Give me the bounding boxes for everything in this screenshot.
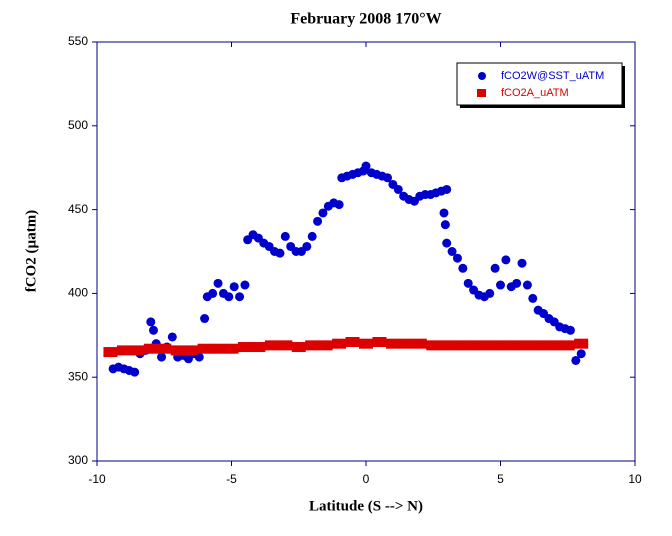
point bbox=[359, 338, 373, 349]
point bbox=[463, 278, 473, 288]
point bbox=[565, 325, 575, 335]
y-tick-label: 550 bbox=[68, 34, 88, 48]
point bbox=[237, 342, 252, 353]
point bbox=[291, 342, 306, 353]
point bbox=[197, 343, 212, 354]
point bbox=[439, 208, 449, 218]
point bbox=[116, 345, 131, 356]
point bbox=[447, 247, 457, 256]
y-tick-label: 300 bbox=[68, 453, 88, 467]
point bbox=[334, 200, 344, 210]
x-tick-label: 0 bbox=[363, 472, 370, 486]
point bbox=[157, 352, 167, 362]
point bbox=[453, 340, 468, 351]
x-tick-label: 5 bbox=[497, 472, 504, 486]
point bbox=[372, 337, 387, 348]
point bbox=[399, 338, 414, 349]
legend-marker bbox=[478, 72, 486, 80]
point bbox=[280, 231, 290, 241]
point bbox=[251, 342, 266, 353]
point bbox=[278, 340, 293, 351]
point bbox=[318, 340, 333, 351]
point bbox=[574, 338, 589, 349]
point bbox=[170, 345, 185, 356]
y-tick-label: 400 bbox=[68, 286, 88, 300]
point bbox=[275, 248, 285, 258]
point bbox=[458, 263, 468, 273]
point bbox=[522, 280, 532, 290]
y-tick-label: 450 bbox=[68, 202, 88, 216]
point bbox=[520, 340, 535, 351]
point bbox=[302, 241, 312, 251]
x-tick-label: -10 bbox=[88, 472, 106, 486]
y-tick-label: 350 bbox=[68, 369, 88, 383]
point bbox=[440, 220, 450, 230]
point bbox=[442, 238, 452, 248]
point bbox=[313, 216, 323, 226]
point bbox=[143, 343, 158, 354]
point bbox=[130, 367, 140, 377]
point bbox=[426, 340, 441, 351]
point bbox=[148, 325, 158, 335]
point bbox=[480, 340, 495, 351]
point bbox=[224, 343, 239, 354]
point bbox=[512, 278, 522, 288]
point bbox=[496, 280, 505, 290]
point bbox=[501, 255, 511, 265]
point bbox=[235, 292, 245, 302]
point bbox=[383, 173, 393, 183]
point bbox=[200, 314, 210, 324]
chart-title: February 2008 170°W bbox=[290, 11, 441, 28]
y-tick-label: 500 bbox=[68, 118, 88, 132]
point bbox=[184, 345, 199, 356]
point bbox=[571, 355, 581, 365]
x-tick-label: 10 bbox=[628, 472, 642, 486]
point bbox=[229, 282, 239, 292]
point bbox=[332, 338, 347, 349]
point bbox=[146, 317, 156, 327]
point bbox=[361, 161, 371, 171]
point bbox=[528, 293, 538, 303]
point bbox=[224, 292, 234, 302]
point bbox=[103, 347, 118, 358]
point bbox=[157, 343, 172, 354]
y-axis-label: fCO2 (µatm) bbox=[23, 210, 39, 292]
point bbox=[547, 340, 562, 351]
point bbox=[412, 338, 427, 349]
point bbox=[393, 184, 403, 194]
point bbox=[485, 288, 495, 298]
point bbox=[560, 340, 575, 351]
point bbox=[493, 340, 508, 351]
point bbox=[452, 253, 462, 263]
point bbox=[490, 263, 500, 273]
point bbox=[533, 340, 548, 351]
point bbox=[466, 340, 481, 351]
point bbox=[208, 288, 218, 298]
point bbox=[264, 340, 279, 351]
point bbox=[167, 332, 177, 342]
point bbox=[211, 343, 226, 354]
point bbox=[130, 345, 145, 356]
x-axis-label: Latitude (S --> N) bbox=[309, 498, 423, 514]
point bbox=[345, 337, 360, 348]
point bbox=[442, 184, 452, 194]
point bbox=[305, 340, 320, 351]
point bbox=[213, 278, 223, 288]
legend-label: fCO2W@SST_uATM bbox=[501, 70, 604, 82]
legend-box bbox=[456, 62, 623, 106]
point bbox=[517, 258, 527, 268]
x-tick-label: -5 bbox=[226, 472, 237, 486]
point bbox=[576, 349, 586, 359]
point bbox=[240, 280, 250, 290]
point bbox=[439, 340, 454, 351]
legend-label: fCO2A_uATM bbox=[501, 87, 569, 99]
point bbox=[307, 231, 317, 241]
point bbox=[385, 338, 400, 349]
point bbox=[318, 208, 328, 218]
point bbox=[506, 340, 521, 351]
legend-marker bbox=[477, 89, 486, 97]
